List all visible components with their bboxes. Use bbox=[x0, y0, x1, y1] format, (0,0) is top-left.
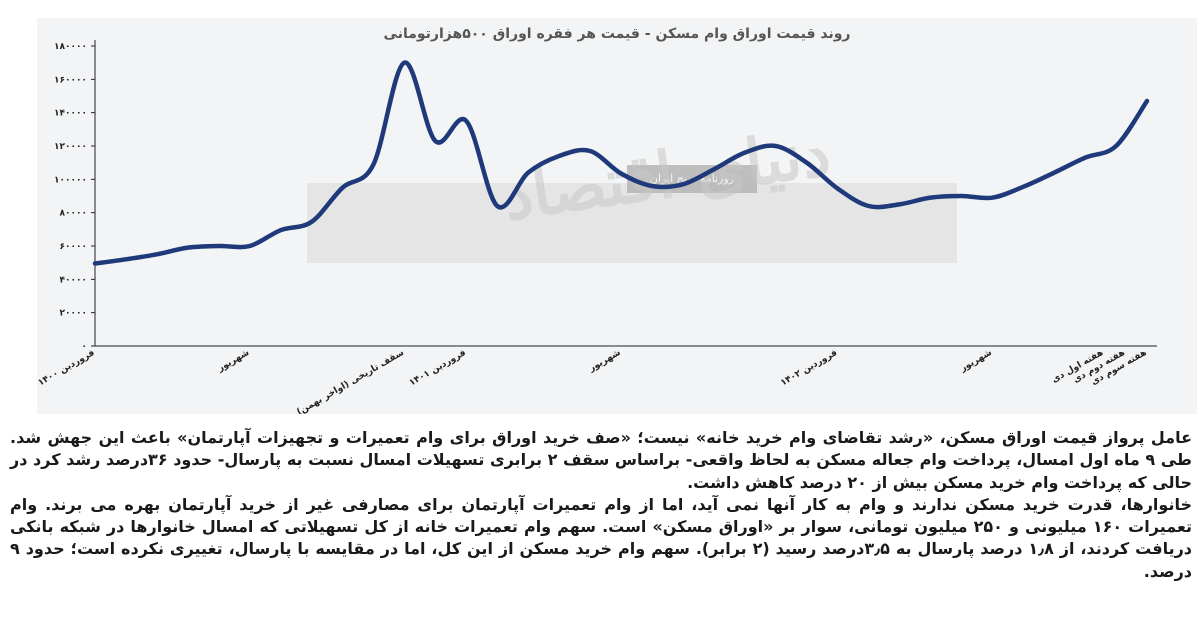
y-tick-label: ۱۰۰۰۰۰ bbox=[54, 175, 87, 185]
x-tick-label: شهریور bbox=[587, 348, 623, 375]
x-tick-label: شهریور bbox=[215, 348, 251, 375]
line-chart: ۰ ۲۰۰۰۰ ۴۰۰۰۰ ۶۰۰۰۰ ۸۰۰۰۰ ۱۰۰۰۰۰ ۱۲۰۰۰۰ ۱۴۰۰۰۰ ۱… bbox=[37, 40, 1157, 414]
y-tick-label: ۴۰۰۰۰ bbox=[60, 275, 87, 285]
y-tick-label: ۸۰۰۰۰ bbox=[60, 209, 87, 219]
article-paragraph-2: خانوارها، قدرت خرید مسکن ندارند و وام به… bbox=[10, 494, 1193, 581]
chart-title: روند قیمت اوراق وام مسکن - قیمت هر فقره … bbox=[383, 26, 851, 42]
y-tick-label: ۱۸۰۰۰۰ bbox=[54, 42, 87, 52]
price-series-line bbox=[92, 60, 1150, 266]
article-paragraph-1: عامل پرواز قیمت اوراق مسکن، «رشد تقاضای … bbox=[10, 428, 1192, 492]
y-tick-label: ۶۰۰۰۰ bbox=[60, 242, 87, 252]
x-tick-label: سقف تاریخی (اواخر بهمن) bbox=[295, 348, 406, 414]
y-tick-label: ۱۴۰۰۰۰ bbox=[54, 109, 87, 119]
article-body: عامل پرواز قیمت اوراق مسکن، «رشد تقاضای … bbox=[10, 427, 1192, 583]
x-tick-label: شهریور bbox=[958, 348, 994, 375]
y-tick-label: ۲۰۰۰۰ bbox=[60, 309, 87, 319]
chart-panel: روزنامه صبح ایران دنیای اقتصاد روند قیمت… bbox=[37, 18, 1197, 414]
y-tick-label: ۱۲۰۰۰۰ bbox=[54, 142, 87, 152]
x-tick-label: فروردین ۱۴۰۱ bbox=[408, 348, 468, 388]
x-tick-label: فروردین ۱۴۰۲ bbox=[779, 348, 839, 388]
x-tick-label: فروردین ۱۴۰۰ bbox=[37, 348, 97, 388]
y-tick-label: ۰ bbox=[82, 342, 88, 352]
y-tick-label: ۱۶۰۰۰۰ bbox=[54, 75, 87, 85]
